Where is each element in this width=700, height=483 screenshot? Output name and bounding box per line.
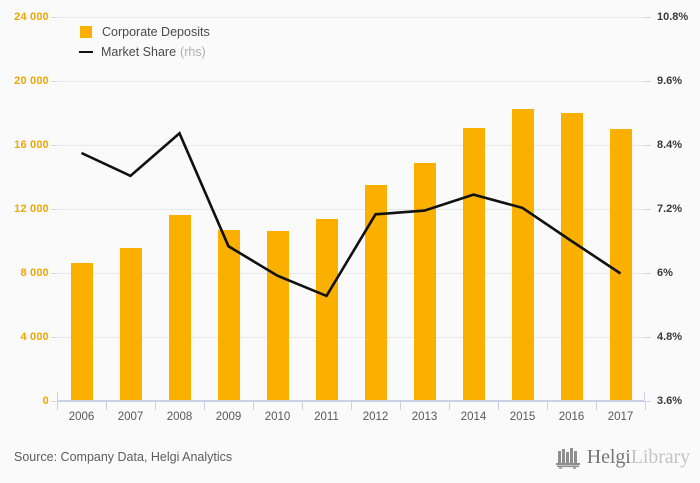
x-axis-label: 2017 <box>607 411 634 423</box>
legend-item-market-share[interactable]: Market Share (rhs) <box>79 42 210 62</box>
axis-edge-right <box>644 392 645 401</box>
x-axis-label: 2013 <box>411 411 438 423</box>
y-axis-right-tick <box>645 145 651 146</box>
x-axis-tick <box>302 401 303 410</box>
bar[interactable] <box>364 185 387 401</box>
x-axis-tick <box>400 401 401 410</box>
gridline <box>57 337 645 338</box>
legend-item-corporate-deposits[interactable]: Corporate Deposits <box>80 22 210 42</box>
x-axis-label: 2016 <box>558 411 585 423</box>
bar[interactable] <box>560 113 583 401</box>
y-axis-right-label: 9.6% <box>657 75 683 87</box>
y-axis-right-label: 3.6% <box>657 395 683 407</box>
y-axis-left-label: 24 000 <box>14 11 49 23</box>
legend-label-corporate-deposits: Corporate Deposits <box>102 25 210 39</box>
y-axis-left-tick <box>51 401 57 402</box>
x-axis-label: 2009 <box>215 411 242 423</box>
axis-edge-left <box>57 392 58 401</box>
x-axis-tick <box>645 401 646 410</box>
x-axis-label: 2011 <box>314 411 339 423</box>
y-axis-right-tick <box>645 337 651 338</box>
logo-text-helgi: Helgi <box>586 446 631 468</box>
bar[interactable] <box>119 248 142 401</box>
y-axis-right-label: 7.2% <box>657 203 683 215</box>
y-axis-left-label: 4 000 <box>20 331 49 343</box>
gridline <box>57 145 645 146</box>
gridline <box>57 273 645 274</box>
gridline <box>57 209 645 210</box>
y-axis-right-tick <box>645 209 651 210</box>
y-axis-left-label: 20 000 <box>14 75 49 87</box>
x-axis-label: 2014 <box>460 411 487 423</box>
y-axis-right-tick <box>645 17 651 18</box>
x-axis-tick <box>253 401 254 410</box>
x-axis-tick <box>596 401 597 410</box>
x-axis-tick <box>498 401 499 410</box>
bar[interactable] <box>413 162 436 401</box>
x-axis-label: 2015 <box>509 411 536 423</box>
line-series <box>80 131 622 298</box>
y-axis-left-tick <box>51 145 57 146</box>
logo-text-library: Library <box>630 446 690 468</box>
x-axis-tick <box>547 401 548 410</box>
bar[interactable] <box>609 129 632 401</box>
gridline <box>57 81 645 82</box>
y-axis-right-label: 8.4% <box>657 139 683 151</box>
market-share-line <box>80 131 622 298</box>
y-axis-left-label: 8 000 <box>20 267 49 279</box>
bar[interactable] <box>511 109 534 401</box>
bar[interactable] <box>70 263 93 401</box>
x-axis-tick <box>106 401 107 410</box>
y-axis-right-label: 6% <box>657 267 673 279</box>
x-axis-label: 2012 <box>362 411 389 423</box>
y-axis-right-label: 10.8% <box>657 11 689 23</box>
x-axis-tick <box>155 401 156 410</box>
x-axis-tick <box>351 401 352 410</box>
y-axis-left-label: 12 000 <box>14 203 49 215</box>
y-axis-left-tick <box>51 17 57 18</box>
y-axis-left-tick <box>51 273 57 274</box>
x-axis-label: 2008 <box>166 411 193 423</box>
y-axis-left-tick <box>51 337 57 338</box>
x-axis-label: 2006 <box>68 411 95 423</box>
source-note: Source: Company Data, Helgi Analytics <box>14 450 233 464</box>
helgi-library-logo[interactable]: Helgi Library <box>555 446 690 469</box>
y-axis-left-tick <box>51 209 57 210</box>
y-axis-right-tick <box>645 81 651 82</box>
x-axis-tick <box>204 401 205 410</box>
x-axis-tick <box>449 401 450 410</box>
x-axis-label: 2010 <box>264 411 291 423</box>
chart-legend: Corporate Deposits Market Share (rhs) <box>79 22 210 62</box>
y-axis-left-label: 0 <box>42 395 49 407</box>
y-axis-right-tick <box>645 401 651 402</box>
gridline <box>57 17 645 18</box>
y-axis-right-tick <box>645 273 651 274</box>
legend-line-swatch-icon <box>79 50 93 54</box>
legend-color-swatch-icon <box>80 26 92 38</box>
bar[interactable] <box>168 214 191 401</box>
y-axis-right-label: 4.8% <box>657 331 683 343</box>
x-axis-tick <box>57 401 58 410</box>
bar[interactable] <box>217 229 240 401</box>
bar[interactable] <box>315 219 338 401</box>
x-axis-label: 2007 <box>117 411 144 423</box>
legend-label-market-share: Market Share <box>101 45 177 59</box>
y-axis-left-label: 16 000 <box>14 139 49 151</box>
y-axis-left-tick <box>51 81 57 82</box>
plot-area <box>57 17 645 402</box>
legend-label-market-share-axis-note: (rhs) <box>180 45 206 59</box>
books-icon <box>555 447 580 469</box>
